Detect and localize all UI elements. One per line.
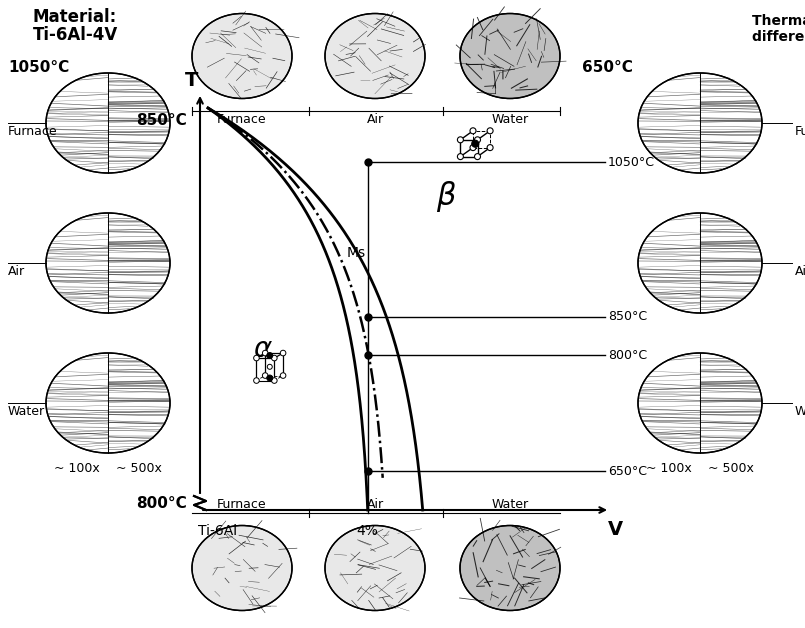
Ellipse shape [638, 73, 762, 173]
Text: Ms: Ms [347, 246, 365, 261]
Text: 850°C: 850°C [136, 113, 187, 128]
Circle shape [472, 140, 479, 147]
Circle shape [457, 137, 464, 143]
Circle shape [254, 378, 259, 383]
Text: 1050°C: 1050°C [8, 60, 69, 75]
Text: V: V [608, 520, 622, 539]
Text: 850°C: 850°C [608, 310, 647, 323]
Ellipse shape [192, 13, 292, 99]
Text: Water: Water [491, 498, 529, 511]
Circle shape [266, 352, 273, 359]
Text: Air: Air [366, 498, 383, 511]
Ellipse shape [325, 526, 425, 610]
Text: Ti-6Al: Ti-6Al [198, 524, 237, 538]
Text: T: T [185, 71, 199, 90]
Circle shape [266, 375, 273, 381]
Ellipse shape [325, 13, 425, 99]
Text: ~ 500x: ~ 500x [708, 462, 754, 475]
Text: 4%: 4% [357, 524, 378, 538]
Circle shape [470, 128, 476, 134]
Text: 650°C: 650°C [582, 60, 633, 75]
Text: Air: Air [366, 113, 383, 126]
Circle shape [271, 378, 277, 383]
Circle shape [487, 128, 493, 134]
Circle shape [474, 154, 481, 160]
Circle shape [280, 373, 286, 378]
Text: Ti-6Al-4V: Ti-6Al-4V [32, 26, 118, 44]
Circle shape [470, 144, 476, 151]
Ellipse shape [638, 213, 762, 313]
Text: 650°C: 650°C [608, 465, 647, 478]
Ellipse shape [46, 213, 170, 313]
Text: Furnace: Furnace [217, 498, 266, 511]
Ellipse shape [460, 13, 560, 99]
Ellipse shape [46, 73, 170, 173]
Circle shape [474, 137, 481, 143]
Circle shape [271, 355, 277, 361]
Circle shape [262, 373, 268, 378]
Text: Water: Water [795, 405, 805, 418]
Text: ~ 100x: ~ 100x [646, 462, 691, 475]
Ellipse shape [192, 526, 292, 610]
Text: Furnace: Furnace [8, 125, 58, 138]
Text: ~ 100x: ~ 100x [54, 462, 100, 475]
Text: Material:: Material: [33, 8, 117, 26]
Text: Water: Water [491, 113, 529, 126]
Circle shape [267, 364, 272, 369]
Text: β: β [436, 181, 456, 212]
Circle shape [487, 144, 493, 151]
Text: Furnace: Furnace [795, 125, 805, 138]
Text: Thermal treatment with three
different cooling rates.: Thermal treatment with three different c… [752, 14, 805, 44]
Text: Furnace: Furnace [217, 113, 266, 126]
Ellipse shape [460, 526, 560, 610]
Text: 800°C: 800°C [136, 496, 187, 511]
Text: Air: Air [795, 265, 805, 278]
Circle shape [280, 350, 286, 356]
Text: Water: Water [8, 405, 45, 418]
Text: Air: Air [8, 265, 25, 278]
Text: 1050°C: 1050°C [608, 156, 655, 168]
Circle shape [262, 350, 268, 356]
Circle shape [457, 154, 464, 160]
Circle shape [254, 355, 259, 361]
Text: 800°C: 800°C [608, 349, 647, 362]
Ellipse shape [638, 353, 762, 453]
Text: ~ 500x: ~ 500x [116, 462, 162, 475]
Text: α: α [254, 335, 271, 363]
Ellipse shape [46, 353, 170, 453]
